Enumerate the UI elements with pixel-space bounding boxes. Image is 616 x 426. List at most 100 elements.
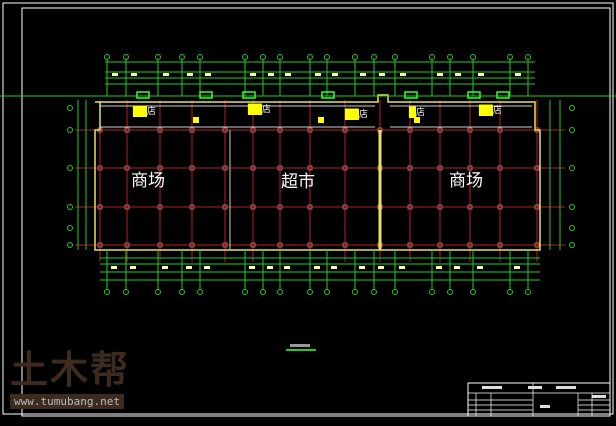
door-opening	[467, 91, 481, 99]
dimension-text	[268, 73, 274, 76]
column	[189, 165, 195, 171]
axis-bubble	[352, 289, 358, 295]
axis-bubble	[179, 54, 185, 60]
dimension-text	[249, 266, 255, 269]
column	[222, 204, 228, 210]
axis-bubble	[307, 289, 313, 295]
dimension-text	[332, 73, 338, 76]
axis-bubble	[242, 289, 248, 295]
exterior-wall	[94, 94, 541, 251]
column	[157, 165, 163, 171]
title-block-text	[592, 395, 606, 398]
dimension-text	[187, 73, 193, 76]
door-opening	[321, 91, 335, 99]
shop-partition	[100, 105, 532, 128]
axis-bubble	[242, 54, 248, 60]
dimension-text	[331, 266, 337, 269]
axis-bubble	[371, 289, 377, 295]
axis-bubble	[569, 105, 575, 111]
column	[467, 165, 473, 171]
axis-bubble	[569, 242, 575, 248]
stair-symbol	[318, 117, 324, 123]
column	[97, 204, 103, 210]
axis-bubble	[525, 289, 531, 295]
dimension-text	[315, 73, 321, 76]
axis-bubble	[104, 289, 110, 295]
title-block-text	[528, 386, 542, 389]
column	[437, 204, 443, 210]
drawing-caption	[290, 344, 310, 347]
stair-symbol	[414, 117, 420, 123]
axis-bubble	[392, 54, 398, 60]
door-opening	[242, 91, 256, 99]
column	[277, 165, 283, 171]
column	[124, 127, 130, 133]
axis-bubble	[470, 289, 476, 295]
shop-label: ██店	[345, 110, 368, 120]
dimension-text	[454, 266, 460, 269]
column	[342, 127, 348, 133]
dimension-text	[400, 73, 406, 76]
column	[157, 127, 163, 133]
axis-bubble	[569, 204, 575, 210]
column	[189, 204, 195, 210]
column	[437, 242, 443, 248]
column	[407, 127, 413, 133]
axis-bubble	[155, 289, 161, 295]
axis-bubble	[155, 54, 161, 60]
room-label-supermarket: 超市	[281, 172, 315, 192]
axis-bubble	[123, 54, 129, 60]
dimension-text	[284, 266, 290, 269]
dimension-text	[131, 73, 137, 76]
axis-bubble	[569, 127, 575, 133]
dimension-text	[437, 73, 443, 76]
title-block	[467, 382, 611, 417]
column	[497, 204, 503, 210]
column	[222, 165, 228, 171]
outer-frame	[2, 2, 614, 415]
watermark-logo: 土木帮	[10, 348, 131, 392]
column	[534, 204, 540, 210]
column	[97, 165, 103, 171]
column	[467, 242, 473, 248]
door-opening	[404, 91, 418, 99]
axis-bubble	[507, 289, 513, 295]
dimension-text	[514, 266, 520, 269]
door-opening	[199, 91, 213, 99]
axis-bubble	[260, 289, 266, 295]
column	[250, 242, 256, 248]
axis-bubble	[67, 165, 73, 171]
watermark-url: www.tumubang.net	[10, 394, 124, 409]
door-opening	[496, 91, 510, 99]
column	[124, 165, 130, 171]
column	[157, 204, 163, 210]
column	[407, 165, 413, 171]
axis-bubble	[67, 225, 73, 231]
column	[342, 165, 348, 171]
dimension-text	[360, 73, 366, 76]
axis-bubble	[260, 54, 266, 60]
column	[157, 242, 163, 248]
axis-bubble	[67, 204, 73, 210]
column	[467, 204, 473, 210]
axis-bubble	[123, 289, 129, 295]
column	[250, 127, 256, 133]
column	[407, 204, 413, 210]
dimension-text	[250, 73, 256, 76]
shop-label: ██店	[248, 105, 271, 115]
column	[534, 242, 540, 248]
axis-bubble	[447, 54, 453, 60]
room-label-mall-right: 商场	[449, 171, 483, 191]
column	[222, 127, 228, 133]
axis-bubble	[179, 289, 185, 295]
dimension-text	[455, 73, 461, 76]
column	[437, 165, 443, 171]
axis-bubble	[447, 289, 453, 295]
room-label-mall-left: 商场	[131, 171, 165, 191]
axis-bubble	[569, 225, 575, 231]
column	[277, 204, 283, 210]
column	[97, 242, 103, 248]
column	[189, 242, 195, 248]
column	[277, 127, 283, 133]
